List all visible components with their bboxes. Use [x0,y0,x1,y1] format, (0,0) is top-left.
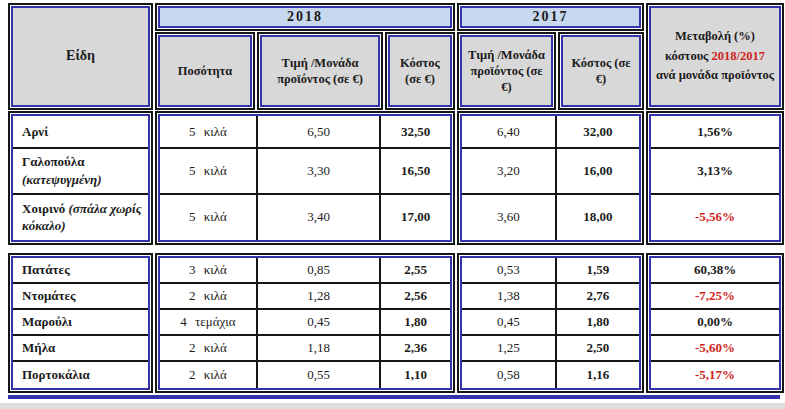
item-row-name: Αρνί [13,116,148,149]
item-name-wrap: Ντομάτες [22,287,76,305]
header-change-line2: κόστους 2018/2017 [665,47,765,66]
item-row-name: Πορτοκάλια [13,362,148,388]
change-percent-cell: 3,13% [651,149,779,194]
unit-price-2017-cell: 0,58 [462,362,557,388]
quantity-cell: 2 κιλά [160,362,258,388]
quantity-cell: 5 κιλά [160,149,258,194]
header-year-2017: 2017 [457,3,644,31]
quantity-cell: 2 κιλά [160,336,258,362]
table-bottom-rule [8,395,780,399]
header-cost-2018: Κόστος (σε €) [385,32,455,110]
item-note: (κατεψυγμένη) [22,172,102,187]
unit-price-2018-cell: 1,18 [258,336,381,362]
page-background-strip [0,403,785,409]
unit-price-2017-cell: 0,45 [462,310,557,336]
change-percent-cell: 0,00% [651,310,779,336]
item-name-wrap: Αρνί [22,123,48,141]
body-names-group2: Πατάτες Ντομάτες Μαρούλι Μήλα Πορτοκάλια [8,253,153,393]
change-percent-cell: 1,56% [651,116,779,149]
cost-2018-cell: 32,50 [381,116,450,149]
item-row-name: Χοιρινό (σπάλα χωρίς κόκαλο) [13,195,148,240]
item-name: Μήλα [22,340,55,355]
price-comparison-table: Είδη 2018 2017 Ποσότητα Τιμή /Μονάδα προ… [8,3,780,393]
unit-price-2018-cell: 0,55 [258,362,381,388]
item-name-wrap: Γαλοπούλα (κατεψυγμένη) [22,153,142,188]
header-change-years: 2018/2017 [712,49,765,63]
change-percent-cell: -5,60% [651,336,779,362]
cost-2018-cell: 2,36 [381,336,450,362]
header-change-prefix: κόστους [665,49,712,63]
item-name: Ντομάτες [22,288,76,303]
cost-2017-cell: 1,80 [557,310,639,336]
item-row-name: Μαρούλι [13,310,148,336]
header-unit-price-2018: Τιμή /Μονάδα προϊόντος (σε €) [257,32,383,110]
change-percent-cell: -7,25% [651,284,779,310]
body-2017-group1: 6,4032,003,2016,003,6018,00 [457,111,644,245]
change-percent-cell: -5,17% [651,362,779,388]
body-change-group2: 60,38%-7,25%0,00%-5,60%-5,17% [646,253,784,393]
cost-2018-cell: 16,50 [381,149,450,194]
cost-2017-cell: 18,00 [557,195,639,240]
header-unit-price-2017: Τιμή /Μονάδα προϊόντος (σε €) [457,32,556,110]
unit-price-2018-cell: 3,30 [258,149,381,194]
body-names-group1: Αρνί Γαλοπούλα (κατεψυγμένη) Χοιρινό (σπάλ… [8,111,153,245]
item-name-wrap: Μήλα [22,339,55,357]
unit-price-2018-cell: 6,50 [258,116,381,149]
item-name: Γαλοπούλα [22,154,84,169]
change-percent-cell: 60,38% [651,258,779,284]
header-change-suffix: ανά μονάδα προϊόντος [656,66,774,85]
quantity-cell: 4 τεμάχια [160,310,258,336]
unit-price-2018-cell: 3,40 [258,195,381,240]
unit-price-2018-cell: 1,28 [258,284,381,310]
cost-2018-cell: 1,80 [381,310,450,336]
quantity-cell: 5 κιλά [160,116,258,149]
unit-price-2017-cell: 3,20 [462,149,557,194]
cost-2017-cell: 32,00 [557,116,639,149]
item-name: Μαρούλι [22,314,72,329]
header-quantity: Ποσότητα [155,32,255,110]
item-name-wrap: Πατάτες [22,261,70,279]
item-name-wrap: Μαρούλι [22,313,72,331]
item-name: Αρνί [22,124,48,139]
cost-2017-cell: 2,50 [557,336,639,362]
quantity-cell: 5 κιλά [160,195,258,240]
body-2018-group1: 5 κιλά6,5032,505 κιλά3,3016,505 κιλά3,40… [155,111,455,245]
item-row-name: Πατάτες [13,258,148,284]
body-change-group1: 1,56%3,13%-5,56% [646,111,784,245]
header-change: Μεταβολή (%) κόστους 2018/2017 ανά μονάδ… [646,3,784,110]
price-comparison-table-page: Είδη 2018 2017 Ποσότητα Τιμή /Μονάδα προ… [0,0,785,409]
cost-2017-cell: 1,16 [557,362,639,388]
item-name-wrap: Πορτοκάλια [22,366,90,384]
header-items: Είδη [8,3,153,110]
item-name: Πατάτες [22,262,70,277]
unit-price-2018-cell: 0,45 [258,310,381,336]
unit-price-2017-cell: 0,53 [462,258,557,284]
cost-2017-cell: 2,76 [557,284,639,310]
quantity-cell: 3 κιλά [160,258,258,284]
unit-price-2018-cell: 0,85 [258,258,381,284]
cost-2018-cell: 2,56 [381,284,450,310]
item-row-name: Μήλα [13,336,148,362]
item-row-name: Ντομάτες [13,284,148,310]
cost-2018-cell: 2,55 [381,258,450,284]
body-2017-group2: 0,531,591,382,760,451,801,252,500,581,16 [457,253,644,393]
item-row-name: Γαλοπούλα (κατεψυγμένη) [13,149,148,194]
cost-2018-cell: 1,10 [381,362,450,388]
cost-2017-cell: 1,59 [557,258,639,284]
body-2018-group2: 3 κιλά0,852,552 κιλά1,282,564 τεμάχια0,4… [155,253,455,393]
unit-price-2017-cell: 6,40 [462,116,557,149]
unit-price-2017-cell: 1,38 [462,284,557,310]
item-name-wrap: Χοιρινό (σπάλα χωρίς κόκαλο) [22,200,142,235]
item-name: Πορτοκάλια [22,367,90,382]
header-cost-2017: Κόστος (σε €) [558,32,644,110]
unit-price-2017-cell: 1,25 [462,336,557,362]
change-percent-cell: -5,56% [651,195,779,240]
cost-2018-cell: 17,00 [381,195,450,240]
header-year-2018: 2018 [155,3,455,31]
unit-price-2017-cell: 3,60 [462,195,557,240]
header-change-line1: Μεταβολή (%) [675,27,755,46]
cost-2017-cell: 16,00 [557,149,639,194]
quantity-cell: 2 κιλά [160,284,258,310]
item-name: Χοιρινό [22,201,65,216]
